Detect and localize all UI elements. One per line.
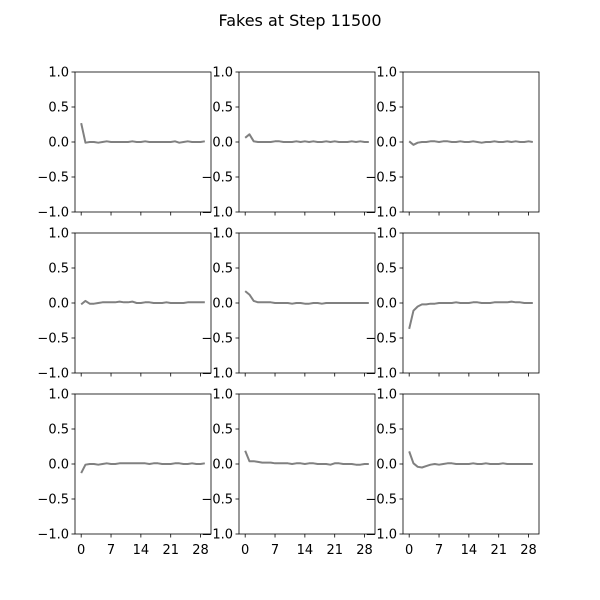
y-tick-label: −1.0 [365,528,397,543]
subplot-6: 1.0 0.5 0.0 −0.5 −1.0 [365,227,540,382]
y-tick-label: −1.0 [365,206,397,221]
y-tick-label: −0.5 [201,171,233,186]
x-tick-label: 7 [435,543,443,558]
y-tick-label: 1.0 [212,388,233,403]
figure-title: Fakes at Step 11500 [218,11,381,30]
series-line [80,299,205,306]
y-tick-label: 0.0 [48,458,69,473]
subplot-2: 1.0 0.5 0.0 −0.5 −1.0 [201,66,376,221]
y-tick-label: −0.5 [365,171,397,186]
x-tick-label: 0 [241,543,249,558]
y-tick-label: 1.0 [376,388,397,403]
y-tick-label: 0.5 [212,262,233,277]
y-tick-label: 0.0 [48,297,69,312]
y-tick-label: 1.0 [376,66,397,81]
y-tick-label: 0.0 [376,136,397,151]
y-tick-label: 0.0 [376,458,397,473]
subplot-7: 1.0 0.5 0.0 −0.5 −1.0 0 7 14 21 28 [37,388,212,558]
subplot-grid: 1.0 0.5 0.0 −0.5 −1.0 1.0 0.5 0.0 −0.5 −1.0 1.0 0.5… [37,66,540,558]
y-tick-label: 0.5 [212,423,233,438]
y-tick-label: −1.0 [201,206,233,221]
y-tick-label: −0.5 [37,493,69,508]
y-tick-label: 0.0 [212,458,233,473]
x-tick-label: 0 [77,543,85,558]
y-tick-label: 0.0 [48,136,69,151]
series-line [244,290,369,305]
x-tick-label: 7 [107,543,115,558]
x-tick-label: 28 [356,543,373,558]
y-tick-label: −0.5 [37,332,69,347]
y-tick-label: −1.0 [37,206,69,221]
series-line [80,462,205,474]
series-line [408,300,533,330]
y-tick-label: −0.5 [365,332,397,347]
series-line [244,133,369,143]
subplot-9: 1.0 0.5 0.0 −0.5 −1.0 0 7 14 21 28 [365,388,540,558]
x-tick-label: 7 [271,543,279,558]
y-tick-label: −0.5 [37,171,69,186]
y-tick-label: −1.0 [37,528,69,543]
subplot-4: 1.0 0.5 0.0 −0.5 −1.0 [37,227,212,382]
y-tick-label: −0.5 [201,493,233,508]
subplot-1: 1.0 0.5 0.0 −0.5 −1.0 [37,66,212,221]
y-tick-label: 0.5 [376,262,397,277]
subplot-3: 1.0 0.5 0.0 −0.5 −1.0 [365,66,540,221]
y-tick-label: 0.0 [376,297,397,312]
y-tick-label: 0.5 [48,101,69,116]
x-tick-label: 14 [133,543,150,558]
subplot-5: 1.0 0.5 0.0 −0.5 −1.0 [201,227,376,382]
y-tick-label: 0.5 [48,262,69,277]
y-tick-label: 0.5 [212,101,233,116]
y-tick-label: 0.0 [212,136,233,151]
y-tick-label: −1.0 [37,367,69,382]
y-tick-label: 1.0 [48,388,69,403]
series-line [80,122,205,144]
x-tick-label: 28 [520,543,537,558]
series-line [244,450,369,466]
x-tick-label: 0 [405,543,413,558]
series-line [408,451,533,469]
y-tick-label: 0.0 [212,297,233,312]
x-tick-label: 14 [461,543,478,558]
y-tick-label: −0.5 [201,332,233,347]
y-tick-label: 1.0 [48,66,69,81]
y-tick-label: 1.0 [212,227,233,242]
y-tick-label: −0.5 [365,493,397,508]
subplot-8: 1.0 0.5 0.0 −0.5 −1.0 0 7 14 21 28 [201,388,376,558]
y-tick-label: 0.5 [48,423,69,438]
y-tick-label: 1.0 [376,227,397,242]
x-tick-label: 21 [162,543,179,558]
y-tick-label: 0.5 [376,101,397,116]
y-tick-label: 1.0 [212,66,233,81]
x-tick-label: 28 [192,543,209,558]
y-tick-label: 0.5 [376,423,397,438]
x-tick-label: 21 [490,543,507,558]
x-tick-label: 14 [297,543,314,558]
y-tick-label: −1.0 [201,367,233,382]
y-tick-label: 1.0 [48,227,69,242]
x-tick-label: 21 [326,543,343,558]
series-line [408,140,533,146]
y-tick-label: −1.0 [365,367,397,382]
y-tick-label: −1.0 [201,528,233,543]
